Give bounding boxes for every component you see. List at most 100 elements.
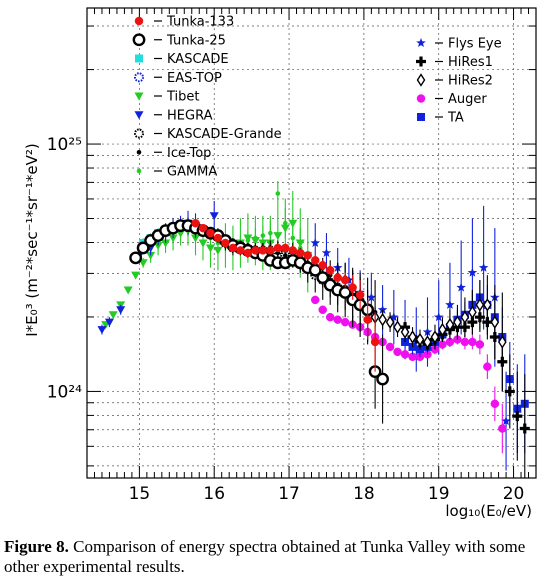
legend-label: TA [447,111,464,126]
data-point [519,423,530,434]
y-tick-labels: 10²⁵ 10²⁴ [47,135,82,402]
data-point [310,256,320,265]
data-point [504,386,515,397]
legend-marker [135,54,143,63]
data-point [393,347,402,357]
data-point [377,304,388,314]
legend-label: KASCADE [167,52,229,67]
data-point [325,312,335,322]
data-point [422,327,433,337]
data-point [478,262,489,272]
data-point [316,271,330,285]
data-point [460,310,470,325]
x-axis-label: log₁₀(E₀/eV) [445,502,532,520]
data-point [430,330,440,344]
data-point [348,283,357,292]
legend-item: TA [417,111,464,126]
legend-label: HEGRA [167,108,213,123]
data-point [340,317,350,327]
data-point [370,337,380,347]
data-point [497,335,507,349]
data-point [116,306,126,315]
data-point [393,320,402,334]
data-point [385,342,395,352]
legend-item: Tunka-25 [132,33,226,48]
data-point [206,228,215,238]
legend-label: GAMMA [167,165,217,180]
legend-marker [136,168,142,174]
data-point [205,244,215,253]
data-point [268,230,273,236]
legend-marker [416,56,426,67]
data-point [445,299,455,309]
data-point [423,335,432,349]
legend-marker [136,149,142,155]
data-point [400,350,410,359]
figure-caption: Figure 8. Comparison of energy spectra o… [4,537,550,577]
data-point [258,246,268,255]
data-point [303,251,313,260]
data-point [453,315,462,329]
spectrum-chart: 15 16 17 18 19 20 10²⁵ 10²⁴ log₁₀(E₀/eV) I*E₀³… [23,7,537,520]
data-point [445,317,455,332]
legend-label: Tunka-133 [166,15,234,30]
legend-item: KASCADE-Grande [134,127,282,142]
legend-item: HiRes1 [416,55,493,70]
data-point [438,322,447,337]
data-point [161,239,171,248]
legend-item: EAS-TOP [134,71,222,86]
data-point [245,238,251,243]
data-layer [97,181,530,478]
data-point [228,243,238,253]
data-point [275,191,281,196]
data-point [221,238,230,248]
data-point [400,325,410,339]
x-tick-labels: 15 16 17 18 19 20 [129,484,525,504]
legend-marker [134,16,144,26]
data-point [490,399,500,409]
data-point [97,326,107,335]
data-point [363,315,372,324]
data-point [310,295,320,305]
data-point [475,340,485,349]
data-point [243,248,253,258]
y-tick-label: 10²⁵ [47,135,82,155]
data-point [213,246,223,255]
data-point [376,372,389,386]
legend: Tunka-133 Tunka-25 KASCADE EAS-TOP Tibet HEGR… [132,15,502,180]
data-point [213,233,223,243]
legend-label: KASCADE-Grande [167,127,282,142]
legend-item: Tunka-133 [134,15,234,30]
legend-marker [134,92,144,101]
legend-item: Ice-Top [136,146,211,161]
data-point [385,315,395,329]
data-point [490,315,500,329]
legend-marker [134,72,144,83]
data-point [415,332,425,347]
caption-label: Figure 8. [4,537,69,556]
data-point [433,312,444,322]
data-point [108,311,118,320]
x-tick-label: 17 [278,484,300,504]
data-point [333,273,342,282]
data-point [136,241,150,255]
data-point [273,243,283,253]
data-point [191,234,201,243]
data-point [281,243,290,253]
x-tick-label: 19 [428,484,450,504]
data-point [251,246,260,255]
data-point [389,312,399,322]
x-tick-label: 15 [129,484,151,504]
data-point [475,298,485,312]
data-point [340,275,350,285]
legend-item: HEGRA [134,108,213,123]
data-point [260,233,266,238]
data-point [325,265,335,275]
legend-label: HiRes2 [448,74,493,89]
legend-item: KASCADE [135,52,229,67]
data-point [209,212,219,221]
legend-marker [416,73,426,87]
legend-marker [416,38,426,48]
data-point [310,238,320,248]
y-axis-label: I*E₀³ (m⁻²*sec⁻¹*sr⁻¹*eV²) [23,143,41,337]
